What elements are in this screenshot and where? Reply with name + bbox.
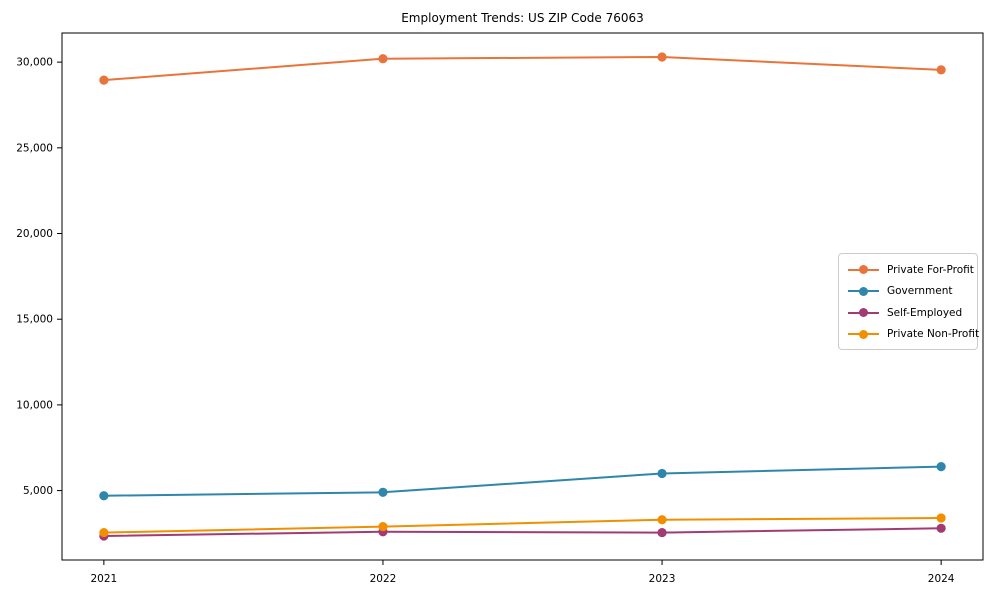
legend-label-private-non-profit: Private Non-Profit <box>887 328 980 341</box>
series-point-private-for-profit <box>378 54 388 64</box>
series-line-self-employed <box>103 527 942 538</box>
series-line-private-for-profit <box>103 55 942 82</box>
series-line-government <box>103 465 942 497</box>
plot-border <box>61 32 984 561</box>
y-axis-tick-label: 20,000 <box>16 228 53 240</box>
series-point-private-for-profit <box>936 65 946 75</box>
legend-label-self-employed: Self-Employed <box>887 306 963 319</box>
legend-dot <box>859 286 868 296</box>
legend: Private For-Profit Government Self-Employe… <box>838 253 979 350</box>
legend-item-self-employed: Self-Employed <box>848 302 969 324</box>
series-point-government <box>936 461 946 472</box>
series-point-government <box>99 491 109 501</box>
legend-dot <box>859 265 868 275</box>
series-point-private-non-profit <box>657 515 667 525</box>
chart-title: Employment Trends: US ZIP Code 76063 <box>401 11 644 25</box>
series-line-private-non-profit <box>103 517 942 534</box>
x-axis-tick-label: 2023 <box>649 573 676 585</box>
legend-line-marker-icon <box>848 308 879 318</box>
x-axis-tick-label: 2021 <box>90 573 117 585</box>
series-point-government <box>657 468 667 479</box>
legend-dot <box>859 308 868 318</box>
series-point-private-for-profit <box>657 52 667 62</box>
y-axis-tick-label: 15,000 <box>16 314 53 326</box>
series-point-private-non-profit <box>378 521 388 532</box>
y-axis-tick-label: 5,000 <box>23 485 53 497</box>
series-point-government <box>378 487 388 497</box>
legend-label-private-for-profit: Private For-Profit <box>887 263 974 276</box>
series-point-private-non-profit <box>936 513 946 523</box>
series-point-self-employed <box>657 527 667 538</box>
legend-line-marker-icon <box>848 286 879 296</box>
x-axis-tick-label: 2024 <box>928 573 955 585</box>
legend-item-private-non-profit: Private Non-Profit <box>848 324 979 346</box>
legend-item-private-for-profit: Private For-Profit <box>848 259 974 281</box>
legend-item-government: Government <box>848 281 969 303</box>
legend-dot <box>859 329 868 339</box>
legend-line-marker-icon <box>848 265 879 275</box>
legend-line-marker-icon <box>848 329 879 339</box>
series-point-private-for-profit <box>99 75 109 85</box>
x-axis-tick-label: 2022 <box>370 573 397 585</box>
series-point-private-non-profit <box>99 527 109 538</box>
y-axis-tick-label: 10,000 <box>16 399 53 411</box>
legend-label-government: Government <box>887 285 953 298</box>
series-point-self-employed <box>936 523 946 533</box>
y-axis-tick-label: 25,000 <box>16 142 53 154</box>
y-axis-tick-label: 30,000 <box>16 57 53 69</box>
